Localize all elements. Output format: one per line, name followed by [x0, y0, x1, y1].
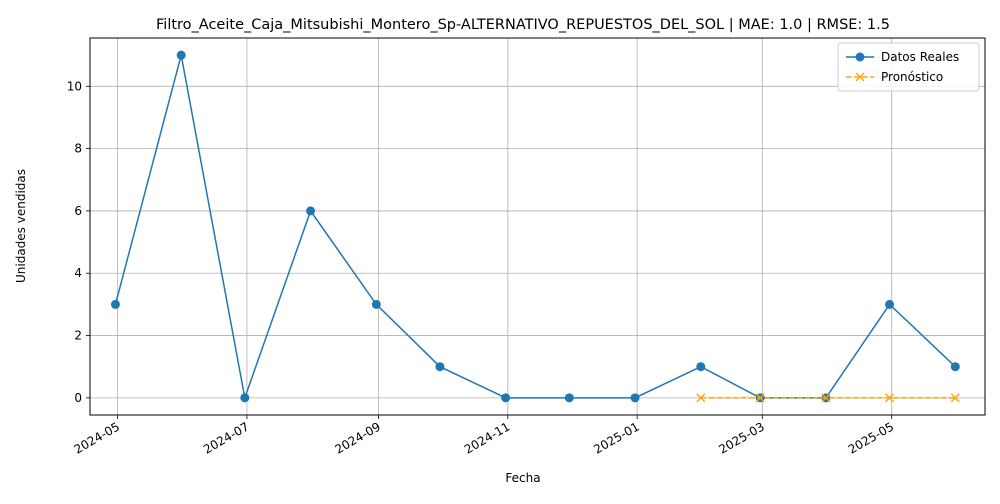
x-marker-stroke [821, 393, 831, 403]
x-marker-stroke [696, 393, 706, 403]
data-point [371, 299, 381, 309]
x-marker-stroke [855, 72, 865, 82]
x-tick-label: 2025-05 [846, 419, 896, 456]
x-marker-stroke [885, 393, 895, 403]
y-tick-label: 4 [74, 266, 82, 280]
series-forecast [696, 393, 960, 403]
x-tick-label: 2025-03 [716, 419, 766, 456]
y-tick-label: 8 [74, 142, 82, 156]
data-point [885, 299, 895, 309]
legend-entry: Pronóstico [846, 70, 943, 84]
data-point [950, 393, 960, 403]
data-point [696, 362, 706, 372]
data-point [630, 393, 640, 403]
data-point [950, 362, 960, 372]
x-tick-label: 2025-01 [591, 419, 641, 456]
series [110, 50, 960, 403]
y-tick-label: 0 [74, 391, 82, 405]
x-tick-label: 2024-11 [462, 419, 512, 456]
y-tick-label: 6 [74, 204, 82, 218]
plot-area [89, 37, 986, 416]
data-point [564, 393, 574, 403]
legend-entry: Datos Reales [846, 50, 959, 64]
legend-label: Datos Reales [881, 50, 959, 64]
data-point [306, 206, 316, 216]
data-point [176, 50, 186, 60]
x-marker-stroke [950, 393, 960, 403]
legend-swatch-marker [855, 52, 865, 62]
x-tick-label: 2024-05 [72, 419, 122, 456]
data-point [240, 393, 250, 403]
legend-items: Datos Reales Pronóstico [846, 50, 959, 84]
series-actual [110, 50, 960, 403]
chart-title: Filtro_Aceite_Caja_Mitsubishi_Montero_Sp… [156, 17, 890, 33]
data-point [696, 393, 706, 403]
x-tick-label: 2024-09 [333, 419, 383, 456]
legend-box [837, 42, 980, 92]
legend-label: Pronóstico [881, 70, 943, 84]
series-line [114, 54, 956, 401]
x-tick-label: 2024-07 [201, 419, 251, 456]
y-axis-label: Unidades vendidas [14, 169, 28, 283]
legend: Datos Reales Pronóstico [837, 42, 980, 92]
x-axis-label: Fecha [505, 471, 540, 485]
legend-swatch-marker [855, 72, 865, 82]
grid [90, 38, 985, 415]
data-point [821, 393, 831, 403]
data-point [501, 393, 511, 403]
x-axis: 2024-05 2024-07 2024-09 2024-11 2025-01 2025-… [72, 415, 896, 457]
y-tick-label: 2 [74, 329, 82, 343]
data-point [885, 393, 895, 403]
data-point [435, 362, 445, 372]
y-axis: 0 2 4 6 8 10 [67, 79, 90, 405]
x-marker-stroke [755, 393, 765, 403]
data-point [110, 299, 120, 309]
data-point [755, 393, 765, 403]
y-tick-label: 10 [67, 79, 82, 93]
